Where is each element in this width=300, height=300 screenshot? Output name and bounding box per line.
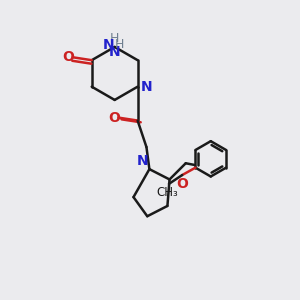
Text: N: N [136,154,148,168]
Text: O: O [62,50,74,64]
Text: N: N [109,45,121,58]
Text: N: N [103,38,115,52]
Text: O: O [108,111,120,124]
Text: H: H [110,32,119,45]
Text: CH₃: CH₃ [157,186,178,199]
Text: O: O [176,177,188,191]
Text: N: N [141,80,153,94]
Text: H: H [115,38,124,51]
